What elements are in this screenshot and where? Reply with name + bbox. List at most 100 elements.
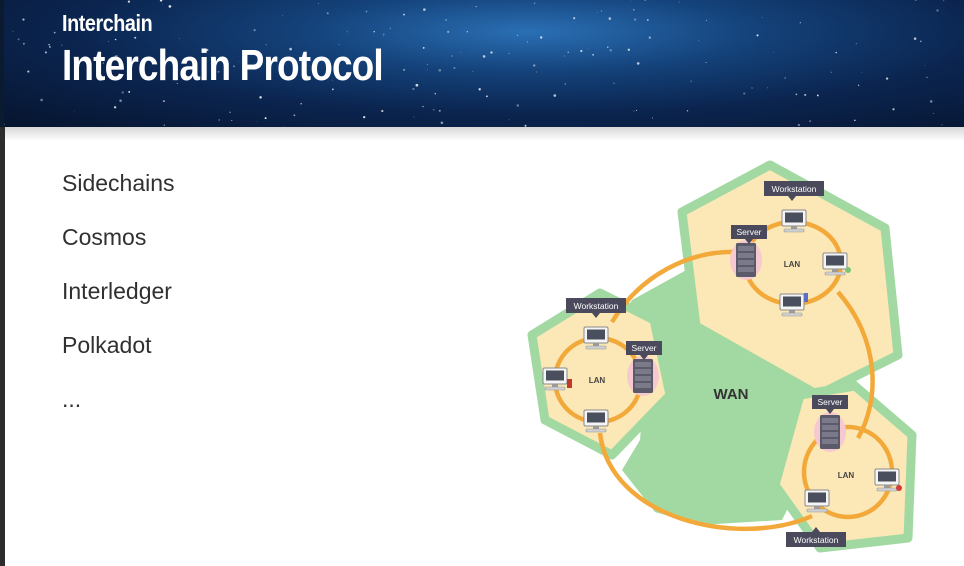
- star: [795, 93, 798, 96]
- star: [784, 77, 787, 79]
- star: [835, 51, 837, 54]
- workstation-icon: [804, 489, 830, 513]
- star: [119, 99, 122, 102]
- wan-label: WAN: [714, 386, 749, 403]
- star: [438, 69, 442, 72]
- lan-label: LAN: [589, 376, 606, 385]
- star: [231, 119, 233, 122]
- star: [633, 110, 635, 112]
- star: [113, 106, 117, 109]
- star: [797, 123, 801, 127]
- star: [256, 121, 258, 122]
- star: [192, 66, 194, 68]
- server-icon: [736, 243, 756, 277]
- star: [331, 88, 334, 91]
- star: [607, 46, 609, 48]
- star: [743, 92, 746, 95]
- star: [830, 71, 832, 73]
- star: [168, 5, 172, 8]
- star: [289, 47, 292, 51]
- star: [128, 90, 131, 93]
- star: [92, 25, 95, 29]
- star: [451, 55, 454, 57]
- star: [913, 37, 917, 40]
- header-banner: Interchain Interchain Protocol: [0, 0, 964, 127]
- star: [412, 87, 415, 91]
- star: [761, 16, 763, 18]
- star: [587, 48, 589, 50]
- star: [678, 1, 680, 3]
- star: [885, 77, 889, 80]
- star: [705, 61, 707, 64]
- star: [281, 15, 283, 17]
- server-callout: Server: [626, 341, 662, 360]
- star: [403, 13, 405, 16]
- star: [179, 38, 180, 39]
- page-title: Interchain Protocol: [62, 41, 384, 90]
- star: [17, 38, 20, 41]
- star: [383, 35, 384, 37]
- star: [363, 115, 366, 119]
- svg-text:Workstation: Workstation: [772, 184, 817, 194]
- wan-link-top-bottom: [836, 290, 875, 440]
- star: [121, 91, 124, 94]
- star: [382, 33, 385, 36]
- star: [600, 10, 603, 12]
- header-left-edge: [0, 0, 4, 127]
- peripheral-dot: [896, 485, 902, 491]
- star: [422, 47, 425, 49]
- star: [460, 52, 462, 54]
- bullet-list: Sidechains Cosmos Interledger Polkadot .…: [62, 168, 175, 438]
- star: [162, 100, 165, 103]
- star: [48, 44, 50, 46]
- star: [540, 36, 543, 39]
- workstation-icon: [874, 468, 900, 492]
- star: [300, 102, 303, 105]
- star: [49, 46, 51, 48]
- star: [627, 48, 630, 51]
- star: [932, 112, 934, 115]
- star: [67, 20, 69, 21]
- star: [690, 80, 692, 82]
- star: [854, 119, 856, 122]
- workstation-icon: [779, 293, 805, 317]
- star: [567, 51, 569, 53]
- bullet-item: Polkadot: [62, 332, 152, 358]
- star: [580, 49, 583, 53]
- network-diagram: Workstation Server Workstation Server Se…: [527, 160, 917, 553]
- header-subtitle: Interchain: [62, 10, 153, 36]
- star: [924, 64, 926, 66]
- star: [264, 117, 267, 120]
- star: [98, 56, 101, 59]
- star: [22, 18, 25, 21]
- star: [27, 70, 30, 73]
- star: [508, 119, 510, 121]
- star: [705, 19, 707, 21]
- star: [440, 121, 444, 125]
- star: [108, 41, 110, 43]
- star: [315, 64, 317, 66]
- star: [564, 55, 566, 57]
- star: [756, 34, 759, 37]
- star: [472, 70, 474, 72]
- star: [636, 62, 640, 65]
- server-icon: [820, 415, 840, 449]
- star: [482, 55, 486, 58]
- star: [332, 79, 333, 81]
- star: [40, 98, 43, 102]
- star: [533, 64, 536, 67]
- starfield-background: [0, 0, 945, 127]
- star: [159, 0, 163, 2]
- star: [218, 119, 220, 121]
- bullet-item: ...: [62, 386, 82, 412]
- bullet-item: Cosmos: [62, 224, 147, 250]
- star: [114, 38, 117, 41]
- star: [238, 60, 240, 62]
- svg-text:Server: Server: [736, 227, 761, 237]
- peripheral-dot: [845, 267, 851, 273]
- svg-text:Workstation: Workstation: [574, 301, 619, 311]
- star: [630, 0, 632, 2]
- star: [426, 63, 428, 65]
- lan-label: LAN: [838, 471, 855, 480]
- left-edge-bar: [0, 127, 5, 566]
